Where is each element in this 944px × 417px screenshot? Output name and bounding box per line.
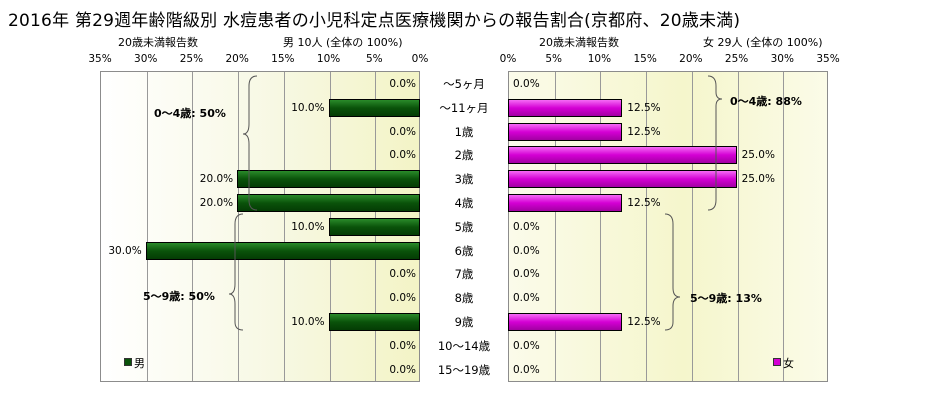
legend-male: 男 [124, 355, 145, 371]
female-bar [508, 98, 623, 117]
male-x-tick-label: 25% [179, 53, 204, 65]
legend-female: 女 [773, 355, 794, 371]
female-value-label: 12.5% [627, 101, 661, 114]
age-category-label: 10～14歳 [437, 338, 491, 353]
right-header: 20歳未満報告数 [539, 36, 619, 49]
male-bar [237, 194, 420, 212]
annotation-male-5-9: 5～9歳: 50% [143, 290, 215, 303]
left-header: 20歳未満報告数 [118, 36, 198, 49]
male-bar [145, 241, 420, 260]
male-bar [328, 217, 420, 236]
female-x-tick-label: 30% [770, 53, 794, 65]
male-gridline [238, 72, 240, 381]
male-value-label: 0.0% [389, 339, 416, 352]
female-value-label: 0.0% [513, 268, 540, 281]
legend-female-swatch [773, 358, 781, 366]
age-category-label: 15～19歳 [437, 362, 491, 377]
male-gridline [146, 72, 148, 381]
female-x-tick-label: 15% [633, 53, 657, 65]
annotation-female-5-9: 5～9歳: 13% [690, 292, 762, 305]
female-gridline [737, 72, 739, 381]
female-value-label: 25.0% [741, 173, 775, 186]
male-x-tick-label: 30% [134, 53, 158, 65]
male-value-label: 10.0% [291, 101, 325, 114]
female-x-tick-label: 20% [679, 53, 703, 65]
male-value-label: 10.0% [291, 316, 325, 328]
female-value-label: 25.0% [741, 149, 775, 162]
female-x-tick-label: 35% [816, 53, 840, 65]
female-value-label: 0.0% [513, 339, 540, 352]
male-value-label: 0.0% [389, 292, 416, 305]
female-x-tick-label: 5% [545, 53, 563, 65]
legend-male-swatch [124, 358, 132, 366]
brace-male-5-9 [228, 213, 244, 331]
age-category-label: 3歳 [454, 172, 474, 187]
age-category-label: 4歳 [454, 196, 474, 210]
age-category-label: ～11ヶ月 [439, 100, 489, 115]
female-gridline [600, 72, 602, 381]
age-category-label: 2歳 [454, 148, 474, 163]
female-gridline [646, 72, 648, 381]
female-x-tick-label: 0% [499, 53, 517, 65]
female-value-label: 12.5% [627, 197, 661, 209]
left-total-label: 男 10人 (全体の 100%) [283, 36, 403, 49]
male-bar [328, 98, 420, 117]
male-x-tick-label: 15% [271, 53, 295, 65]
female-bar [508, 122, 623, 141]
male-value-label: 0.0% [389, 363, 416, 376]
male-x-tick-label: 35% [88, 53, 112, 65]
female-gridline [691, 72, 693, 381]
male-x-tick-label: 5% [365, 53, 383, 65]
age-category-label: 9歳 [454, 315, 474, 329]
male-value-label: 20.0% [199, 173, 234, 186]
male-value-label: 10.0% [291, 220, 325, 233]
male-value-label: 0.0% [389, 149, 416, 162]
female-value-label: 0.0% [513, 78, 540, 90]
female-value-label: 12.5% [627, 125, 661, 138]
brace-female-0-4 [707, 75, 723, 211]
female-bar [508, 170, 737, 189]
male-bar [237, 170, 420, 189]
female-x-tick-label: 25% [724, 53, 749, 65]
age-category-label: 1歳 [454, 124, 474, 139]
age-category-label: 8歳 [454, 291, 474, 306]
male-value-label: 0.0% [389, 125, 416, 138]
male-gridline [283, 72, 285, 381]
female-value-label: 0.0% [513, 244, 540, 257]
age-category-label: 6歳 [454, 243, 474, 258]
male-x-tick-label: 20% [225, 53, 249, 65]
female-bar [508, 313, 623, 331]
male-value-label: 0.0% [389, 78, 416, 90]
male-value-label: 20.0% [199, 197, 234, 209]
male-bar [328, 313, 420, 331]
chart-title: 2016年 第29週年齢階級別 水痘患者の小児科定点医療機関からの報告割合(京都… [8, 11, 741, 31]
female-gridline [783, 72, 785, 381]
female-x-tick-label: 10% [587, 53, 612, 65]
female-bar [508, 194, 623, 212]
female-gridline [554, 72, 556, 381]
brace-male-0-4 [242, 75, 258, 211]
annotation-male-0-4: 0～4歳: 50% [154, 107, 226, 120]
female-value-label: 12.5% [627, 316, 661, 328]
female-value-label: 0.0% [513, 220, 540, 233]
female-value-label: 0.0% [513, 363, 540, 376]
male-gridline [192, 72, 194, 381]
female-value-label: 0.0% [513, 292, 540, 305]
male-value-label: 30.0% [108, 244, 142, 257]
female-bar [508, 146, 737, 165]
age-category-label: 5歳 [454, 219, 474, 234]
brace-female-5-9 [664, 213, 681, 331]
age-category-label: 7歳 [454, 267, 474, 282]
male-x-tick-label: 0% [411, 53, 429, 65]
right-total-label: 女 29人 (全体の 100%) [703, 36, 823, 49]
male-x-tick-label: 10% [316, 53, 341, 65]
age-category-label: ～5ヶ月 [443, 77, 485, 91]
annotation-female-0-4: 0～4歳: 88% [730, 95, 802, 108]
male-value-label: 0.0% [389, 268, 416, 281]
